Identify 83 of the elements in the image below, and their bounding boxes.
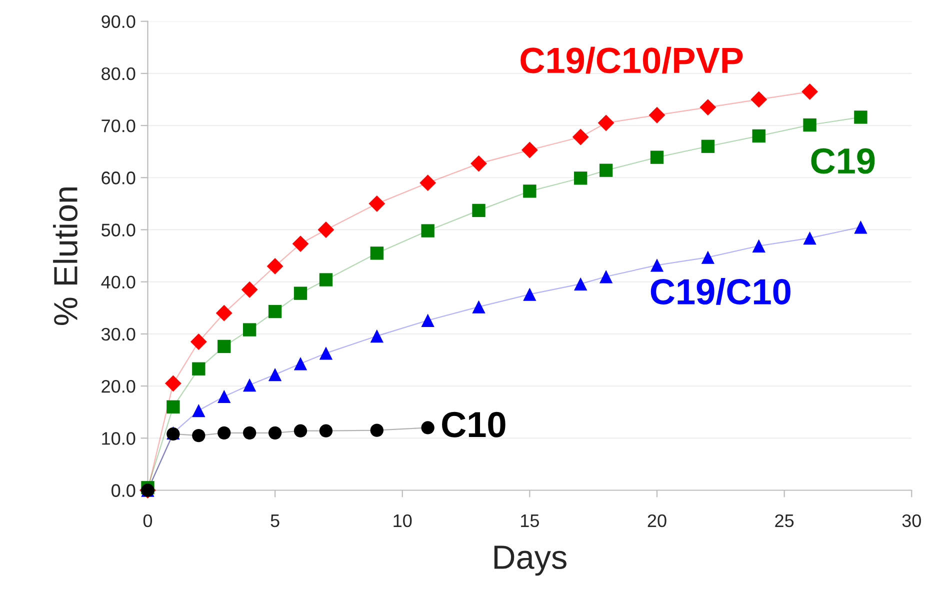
point xyxy=(574,277,588,291)
point xyxy=(599,270,613,284)
point xyxy=(218,426,231,440)
y-tick-label: 20.0 xyxy=(102,380,136,393)
point xyxy=(421,421,434,434)
point xyxy=(164,375,182,392)
point xyxy=(370,424,384,437)
point xyxy=(803,231,816,245)
point xyxy=(752,129,766,143)
point xyxy=(368,195,386,212)
point xyxy=(523,288,536,301)
point xyxy=(854,110,868,124)
point xyxy=(701,250,715,264)
point xyxy=(572,128,589,146)
point xyxy=(650,258,664,272)
point xyxy=(421,224,434,238)
point xyxy=(523,184,536,198)
y-tick-label: 60.0 xyxy=(102,172,136,184)
point xyxy=(294,357,308,370)
point xyxy=(218,390,231,404)
point xyxy=(370,329,384,343)
point xyxy=(854,220,868,234)
x-tick-label: 15 xyxy=(521,514,539,528)
point xyxy=(319,273,333,286)
point xyxy=(319,424,333,438)
series-label: C10 xyxy=(442,412,506,438)
point xyxy=(266,258,284,274)
series-label: C19/C10/PVP xyxy=(520,46,743,74)
point xyxy=(218,340,231,354)
y-tick-label: 30.0 xyxy=(101,328,136,341)
point xyxy=(242,323,256,336)
point xyxy=(294,286,308,300)
point xyxy=(802,83,818,100)
point xyxy=(521,142,538,158)
point xyxy=(648,106,666,124)
point xyxy=(192,362,206,376)
point xyxy=(216,304,232,322)
point xyxy=(192,404,206,418)
point xyxy=(752,239,766,252)
series-label: C19/C10 xyxy=(650,278,790,305)
point xyxy=(268,304,282,318)
point xyxy=(268,368,282,382)
point xyxy=(574,172,588,185)
point xyxy=(750,91,768,108)
point xyxy=(803,118,816,132)
point xyxy=(294,424,308,438)
y-tick-label: 40.0 xyxy=(101,276,136,289)
point xyxy=(268,426,282,440)
y-axis-title: % Elution xyxy=(53,188,78,325)
point xyxy=(318,222,334,238)
point xyxy=(470,155,487,172)
point xyxy=(599,164,613,177)
point xyxy=(190,334,207,350)
point xyxy=(650,150,664,164)
point xyxy=(319,346,333,360)
x-tick-label: 25 xyxy=(775,514,794,528)
point xyxy=(241,281,258,298)
x-axis-title: Days xyxy=(494,546,566,576)
y-tick-label: 10.0 xyxy=(102,432,136,445)
point xyxy=(292,236,309,252)
x-tick-label: 10 xyxy=(394,514,412,528)
point xyxy=(472,204,486,218)
point xyxy=(472,300,486,314)
point xyxy=(420,174,436,192)
y-tick-label: 0.0 xyxy=(112,484,136,497)
point xyxy=(700,99,716,116)
x-tick-label: 0 xyxy=(143,514,152,528)
point xyxy=(242,378,256,392)
point xyxy=(192,428,206,442)
point xyxy=(370,246,384,260)
y-tick-label: 50.0 xyxy=(102,224,136,236)
point xyxy=(598,114,614,132)
point xyxy=(421,314,434,327)
y-tick-label: 80.0 xyxy=(102,67,136,80)
series-label: C19 xyxy=(811,148,875,174)
x-tick-label: 20 xyxy=(648,514,666,528)
point xyxy=(701,140,715,153)
point xyxy=(242,426,256,440)
y-tick-label: 70.0 xyxy=(102,119,136,132)
point xyxy=(166,400,180,414)
x-tick-label: 30 xyxy=(902,514,921,528)
x-tick-label: 5 xyxy=(270,514,280,528)
y-tick-label: 90.0 xyxy=(102,15,136,28)
